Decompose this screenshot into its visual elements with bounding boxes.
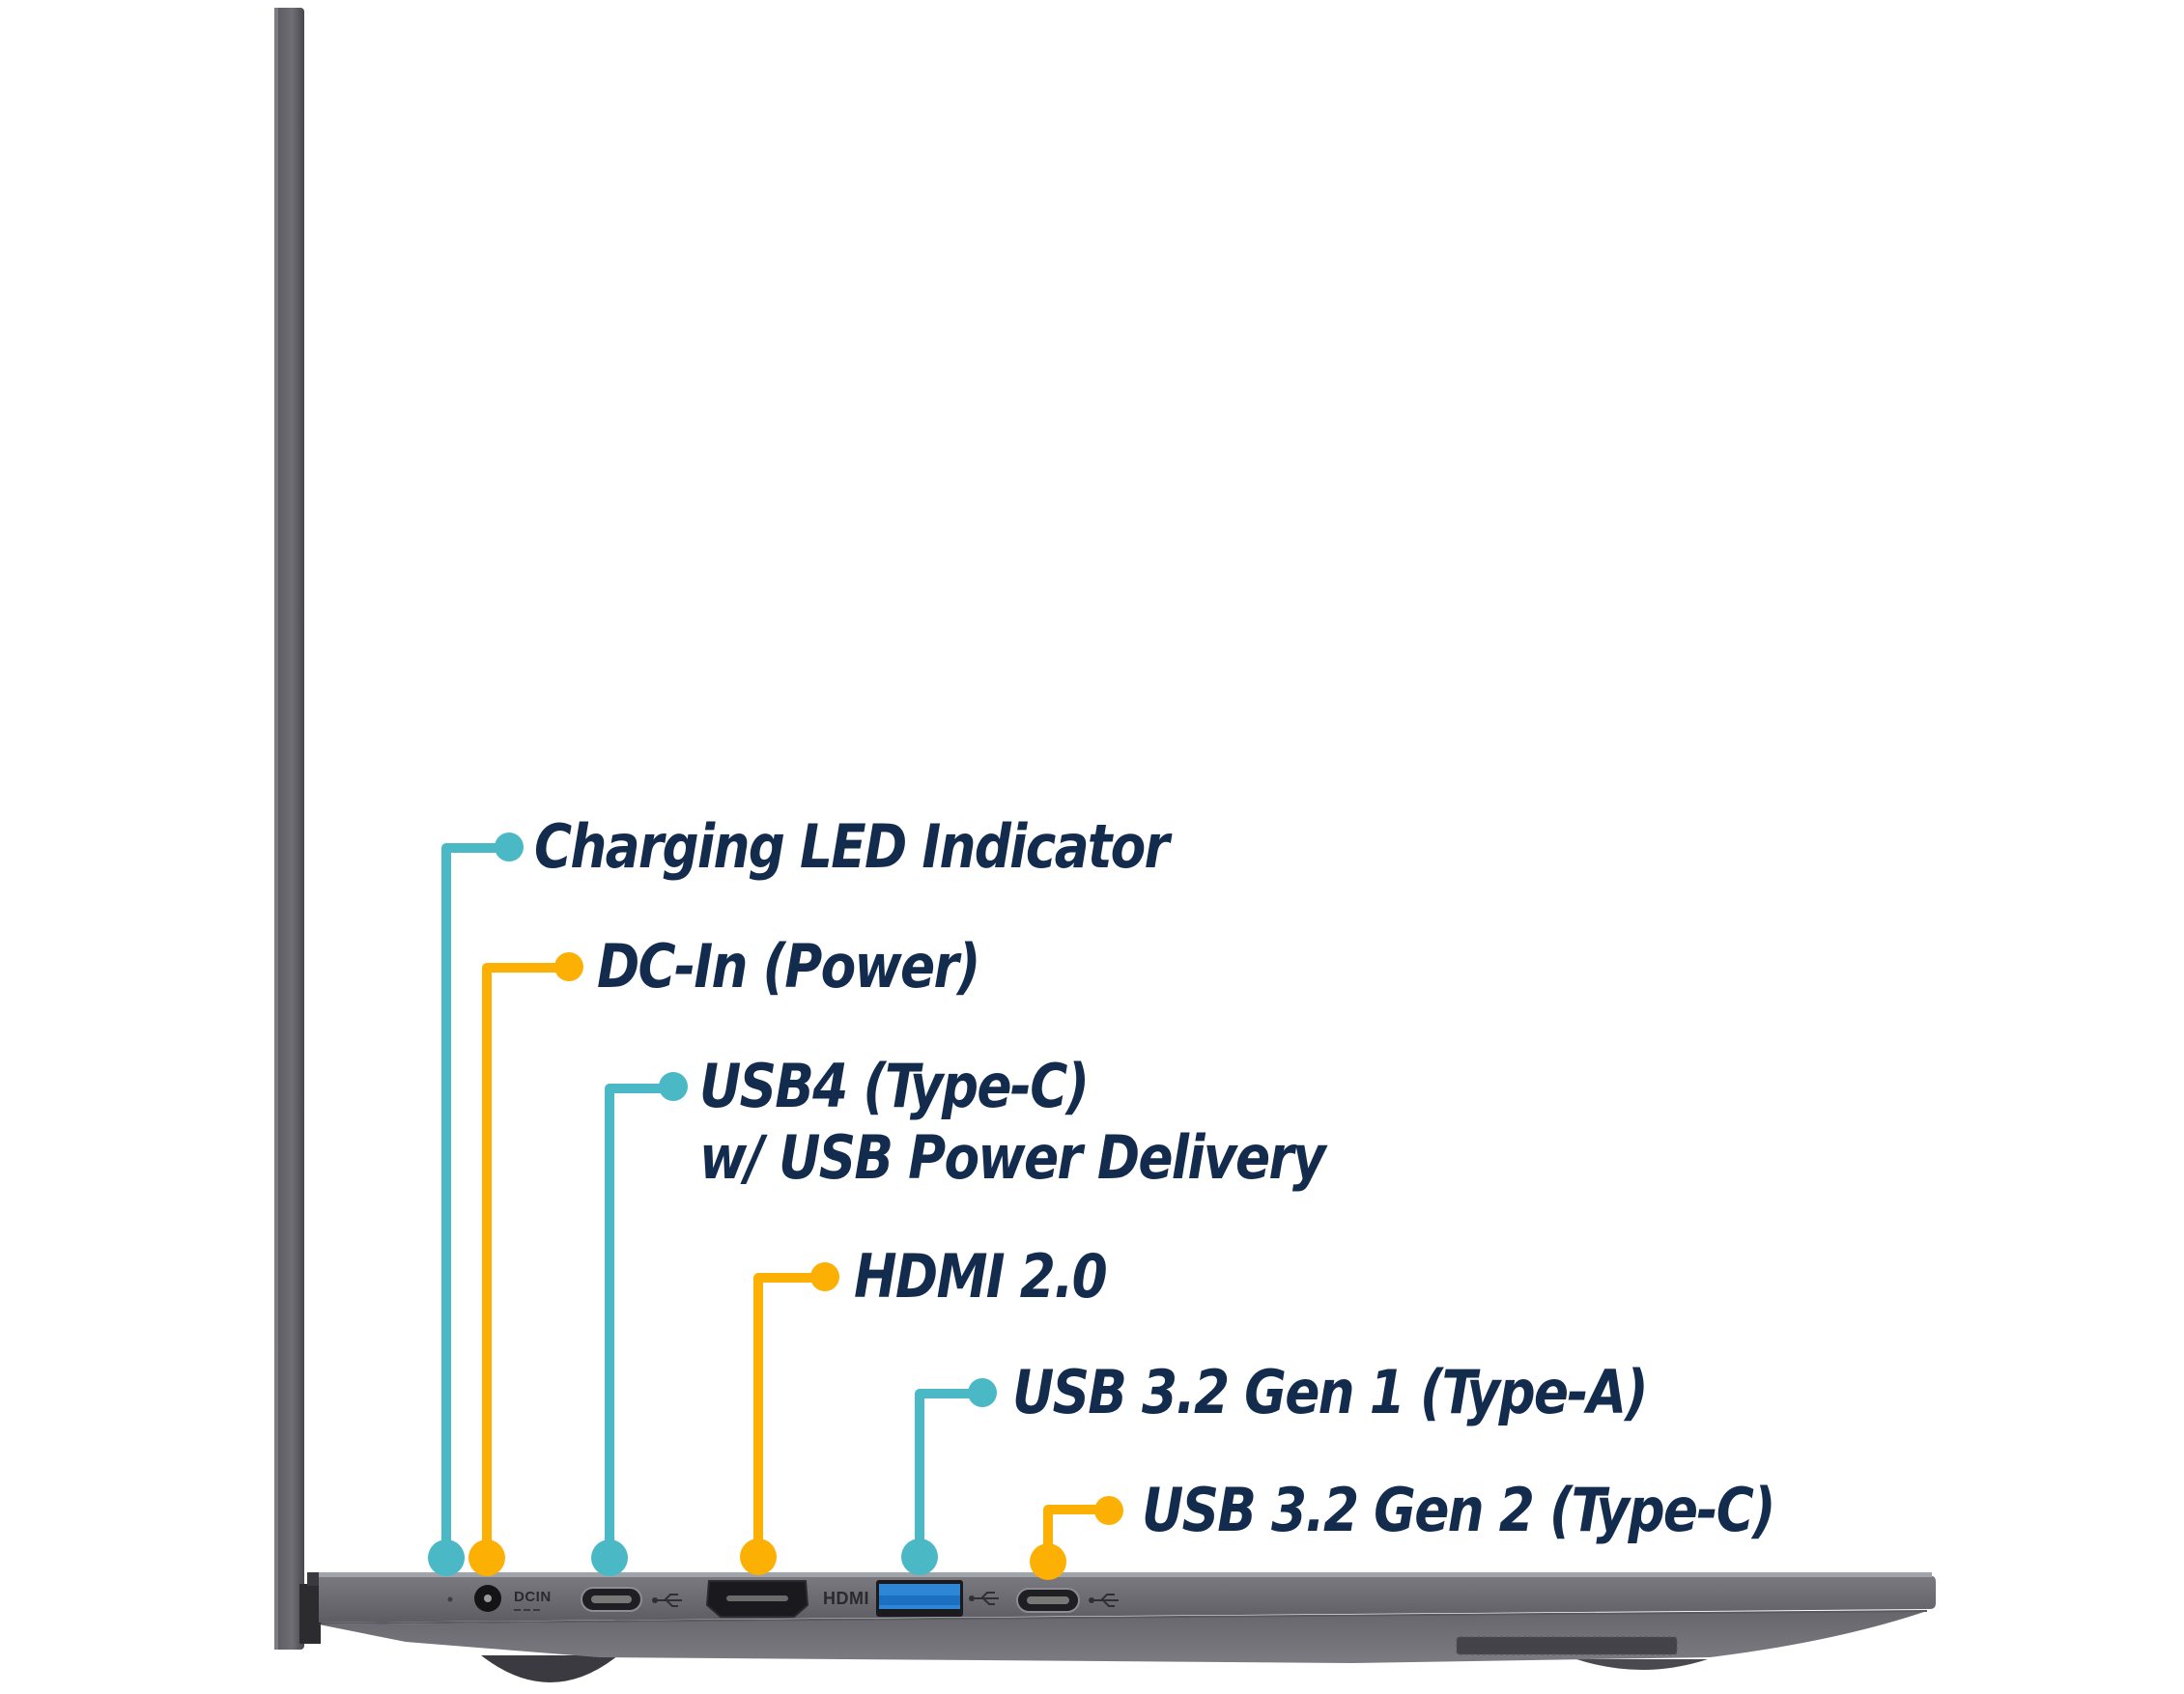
callout-connector-usb4 xyxy=(591,1072,688,1576)
hdmi-marking: HDMI xyxy=(823,1589,869,1608)
callout-connector-dc-in xyxy=(468,952,583,1576)
hdmi-port xyxy=(705,1580,809,1618)
usb-symbol-icon xyxy=(969,1592,999,1605)
callout-connector-usb-c-gen2 xyxy=(1030,1496,1123,1580)
callout-label-usb-a: USB 3.2 Gen 1 (Type-A) xyxy=(1012,1357,1649,1427)
callout-label-hdmi: HDMI 2.0 xyxy=(854,1241,1108,1312)
laptop-base xyxy=(319,1572,1936,1663)
speaker-grille xyxy=(1456,1636,1678,1655)
usb-c-gen2-port xyxy=(1016,1588,1080,1613)
callout-connector-usb-a xyxy=(901,1378,997,1575)
callout-label-charging-led: Charging LED Indicator xyxy=(534,811,1170,882)
rubber-feet xyxy=(481,1655,1708,1682)
usb-symbol-icon xyxy=(652,1594,682,1607)
callout-connector-charging-led xyxy=(428,833,524,1576)
dc-in-port xyxy=(474,1585,541,1612)
dcin-marking: DCIN xyxy=(514,1589,552,1605)
laptop-hinge xyxy=(299,1572,321,1644)
callout-label-usb-c-gen2: USB 3.2 Gen 2 (Type-C) xyxy=(1142,1475,1776,1545)
usb-symbol-icon xyxy=(1089,1594,1119,1607)
charging-led-port xyxy=(447,1596,453,1602)
usb-a-port xyxy=(876,1580,963,1617)
callout-label-dc-in: DC-In (Power) xyxy=(597,931,980,1002)
laptop-lid xyxy=(274,8,304,1650)
callout-label-usb4: USB4 (Type-C) w/ USB Power Delivery xyxy=(699,1051,1326,1193)
usb4-type-c-port xyxy=(581,1587,642,1612)
callout-connector-hdmi xyxy=(740,1262,839,1575)
